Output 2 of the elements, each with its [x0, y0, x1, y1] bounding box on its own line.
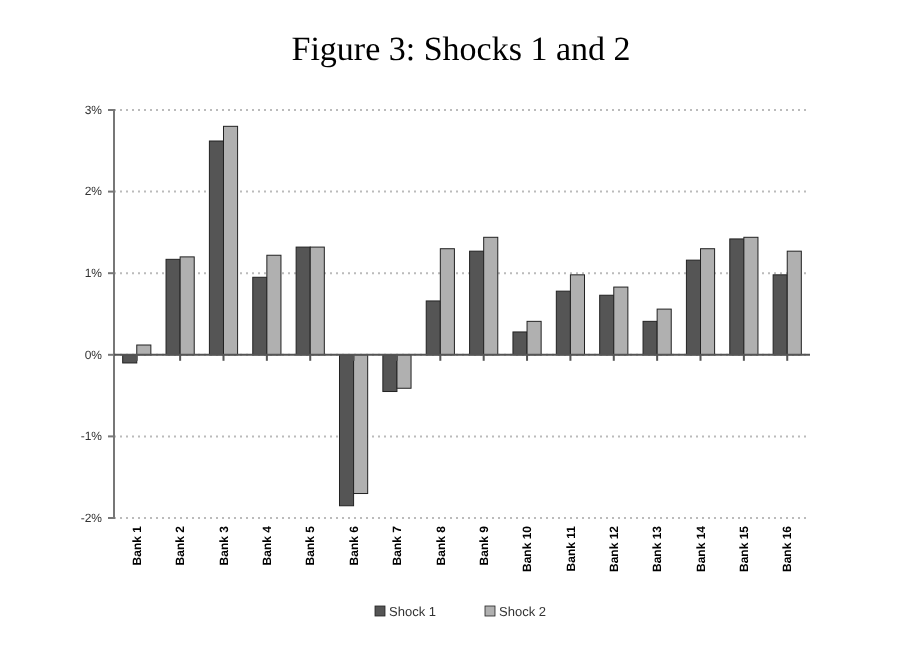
bar: [136, 344, 152, 356]
chart-title: Figure 3: Shocks 1 and 2: [291, 30, 631, 68]
